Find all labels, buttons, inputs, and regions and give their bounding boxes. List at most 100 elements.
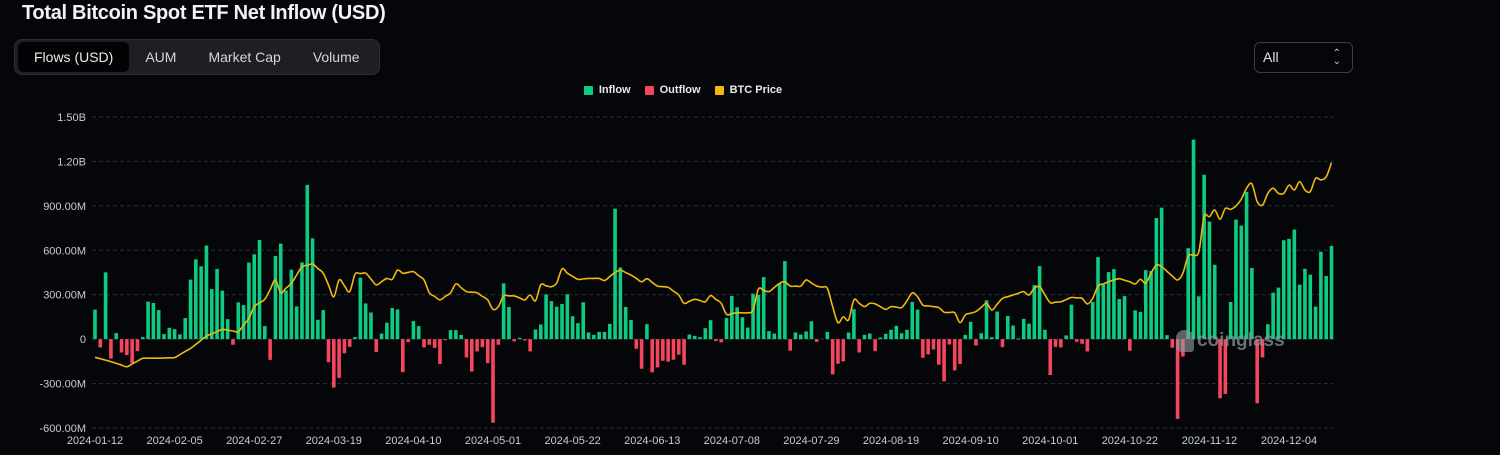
outflow-bar [342,339,347,354]
inflow-bar [1154,218,1159,340]
inflow-bar [220,290,225,340]
time-range-select[interactable]: All ⌃ ⌄ [1254,42,1353,73]
outflow-bar [130,339,134,364]
x-tick-label: 2024-10-22 [1102,435,1158,447]
outflow-bar [406,339,410,343]
inflow-bar [236,302,241,340]
outflow-bar [661,339,665,361]
outflow-bar [936,339,941,365]
coinglass-logo-icon [1176,330,1194,352]
inflow-bar [581,302,586,340]
inflow-bar [167,327,172,340]
btc-price-swatch [714,85,724,95]
inflow-swatch [583,85,593,95]
legend-item-inflow[interactable]: Inflow [583,84,631,96]
x-tick-label: 2024-02-27 [226,435,282,447]
inflow-bar [369,312,373,340]
inflow-bar [549,301,554,340]
inflow-bar [777,283,782,340]
inflow-bar [1117,299,1122,340]
outflow-bar [1085,339,1090,352]
outflow-bar [857,339,861,353]
x-tick-label: 2024-12-04 [1261,435,1317,447]
x-tick-label: 2024-05-01 [465,435,521,447]
y-tick-label: 300.00M [43,290,86,302]
outflow-bar [98,339,103,348]
inflow-bar [533,329,538,340]
outflow-bar [814,339,819,342]
tab-aum[interactable]: AUM [145,49,177,65]
outflow-bar [469,339,474,372]
inflow-bar [783,261,787,340]
inflow-bar [459,334,463,340]
tab-volume[interactable]: Volume [312,49,360,65]
inflow-bar [990,337,994,340]
y-tick-label: 1.20B [57,156,86,168]
inflow-bar [454,330,458,340]
inflow-bar [305,184,310,340]
inflow-bar [390,308,394,340]
inflow-bar [263,326,267,340]
tab-flows[interactable]: Flows (USD) [18,42,130,72]
inflow-bar [1276,287,1281,340]
outflow-bar [464,339,469,358]
inflow-bar [188,279,193,340]
outflow-bar [438,339,442,364]
legend-item-btc-price[interactable]: BTC Price [714,84,782,96]
chart-legend: Inflow Outflow BTC Price [0,84,1366,96]
coinglass-watermark: coinglass [1176,330,1285,352]
inflow-bar [1165,335,1169,340]
inflow-bar [592,334,596,340]
metric-tab-group: Flows (USD) AUM Market Cap Volume [14,39,380,75]
outflow-bar [1074,339,1079,342]
outflow-bar [836,339,840,364]
inflow-bar [915,309,920,340]
x-tick-label: 2024-07-08 [704,435,760,447]
inflow-bar [852,309,856,340]
y-tick-label: 0 [80,334,86,346]
btc-price-line [94,162,1333,368]
legend-label: Inflow [598,84,631,96]
inflow-bar [1234,219,1238,340]
y-tick-label: -600.00M [40,423,86,435]
x-tick-label: 2024-01-12 [67,435,123,447]
inflow-bar [570,316,575,340]
inflow-bar [1313,306,1318,340]
inflow-bar [178,334,182,340]
inflow-bar [1329,245,1334,340]
x-tick-label: 2024-05-22 [544,435,600,447]
inflow-bar [1106,272,1111,340]
inflow-bar [889,329,893,340]
inflow-bar [868,333,872,340]
inflow-bar [745,327,750,340]
inflow-bar [140,337,145,340]
inflow-bar [809,321,814,340]
inflow-bar [252,254,257,340]
inflow-bar [645,324,649,340]
inflow-bar [1207,221,1212,340]
inflow-bar [602,331,607,340]
inflow-bar [1143,270,1148,340]
inflow-bar [379,333,384,340]
inflow-bar [241,305,246,340]
tab-market-cap[interactable]: Market Cap [208,49,281,65]
inflow-bar [1319,251,1323,340]
inflow-bar [146,301,150,340]
outflow-bar [958,339,962,365]
legend-item-outflow[interactable]: Outflow [644,84,701,96]
outflow-bar [528,339,532,352]
inflow-bar [968,321,973,340]
y-tick-label: 600.00M [43,245,86,257]
x-tick-label: 2024-08-19 [863,435,919,447]
outflow-bar [400,339,405,373]
inflow-bar [905,329,909,340]
outflow-bar [873,339,877,352]
x-tick-label: 2024-04-10 [385,435,441,447]
inflow-bar [1239,225,1244,340]
inflow-bar [215,268,219,340]
outflow-bar [422,339,426,348]
inflow-bar [103,272,108,340]
outflow-bar [443,339,448,341]
outflow-bar [523,339,527,341]
